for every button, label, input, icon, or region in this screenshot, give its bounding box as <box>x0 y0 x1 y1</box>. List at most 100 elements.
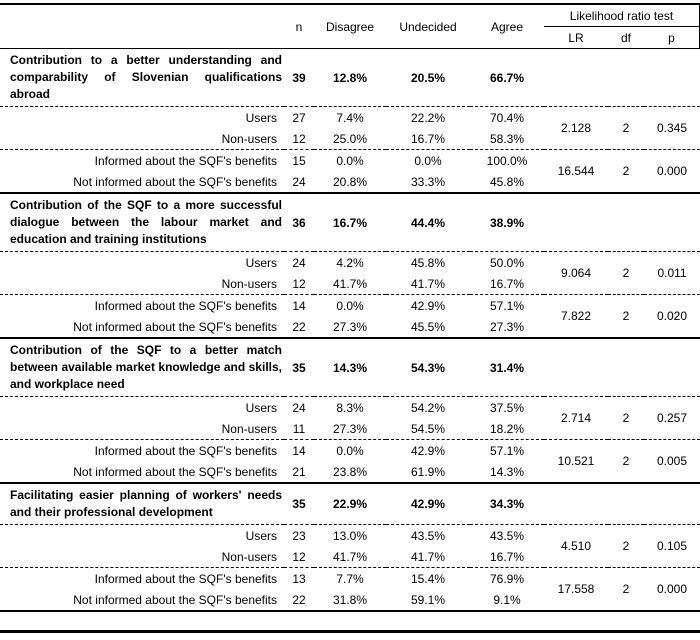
undecided-cell: 43.5% <box>410 528 446 543</box>
agree-cell: 45.8% <box>470 171 544 194</box>
disagree-cell: 0.0% <box>336 153 364 168</box>
empty-cell <box>608 338 644 397</box>
table-row: Not informed about the SQF's benefits 22… <box>0 589 700 612</box>
subgroup-label: Informed about the SQF's benefits <box>94 443 277 458</box>
disagree-cell: 8.3% <box>336 400 364 415</box>
n-cell: 12 <box>284 273 314 295</box>
empty-cell <box>644 193 700 252</box>
table-row: Users 24 8.3% 54.2% 37.5% 2.714 2 0.257 <box>0 396 700 440</box>
disagree-cell: 22.9% <box>314 483 386 525</box>
agree-cell: 16.7% <box>470 546 544 568</box>
lr-value-cell: 2.128 <box>544 106 608 150</box>
df-value-cell: 2 <box>608 149 644 194</box>
disagree-cell: 14.3% <box>314 338 386 397</box>
subgroup-label: Non-users <box>0 273 284 295</box>
undecided-cell: 54.2% <box>410 400 446 415</box>
n-cell: 14 <box>292 443 306 458</box>
table-row: Facilitating easier planning of workers'… <box>0 483 700 525</box>
disagree-cell: 13.0% <box>332 528 368 543</box>
table-row: Non-users 11 27.3% 54.5% 18.2% <box>0 418 700 440</box>
n-cell: 24 <box>292 400 306 415</box>
p-value-cell: 0.000 <box>644 149 700 194</box>
table-header-row: n Disagree Undecided Agree Likelihood ra… <box>0 4 700 49</box>
n-cell: 27 <box>292 110 306 125</box>
agree-cell: 50.0% <box>489 255 525 270</box>
undecided-cell: 41.7% <box>386 546 470 568</box>
agree-cell: 18.2% <box>470 418 544 440</box>
header-label-cell <box>0 4 284 49</box>
n-cell: 39 <box>284 48 314 107</box>
lr-value-cell: 17.558 <box>544 567 608 612</box>
subgroup-label: Not informed about the SQF's benefits <box>0 171 284 194</box>
subgroup-label: Not informed about the SQF's benefits <box>0 316 284 339</box>
agree-cell: 57.1% <box>489 298 525 313</box>
n-cell: 22 <box>284 589 314 612</box>
disagree-cell: 25.0% <box>314 128 386 150</box>
subgroup-label: Non-users <box>0 128 284 150</box>
undecided-cell: 42.9% <box>386 483 470 525</box>
subgroup-label: Users <box>245 110 277 125</box>
agree-cell: 14.3% <box>470 461 544 484</box>
disagree-cell: 0.0% <box>336 298 364 313</box>
agree-cell: 66.7% <box>470 48 544 107</box>
df-value-cell: 2 <box>608 251 644 295</box>
lr-value-cell: 16.544 <box>544 149 608 194</box>
table-row: Informed about the SQF's benefits 15 0.0… <box>0 149 700 194</box>
n-cell: 15 <box>292 153 306 168</box>
agree-cell: 43.5% <box>489 528 525 543</box>
p-value-cell: 0.257 <box>644 396 700 440</box>
page-bottom-rule <box>0 630 700 633</box>
undecided-cell: 45.8% <box>410 255 446 270</box>
n-cell: 36 <box>284 193 314 252</box>
p-value-cell: 0.345 <box>644 106 700 150</box>
p-value-cell: 0.011 <box>644 251 700 295</box>
agree-cell: 100.0% <box>486 153 528 168</box>
undecided-cell: 22.2% <box>410 110 446 125</box>
n-cell: 14 <box>292 298 306 313</box>
n-cell: 35 <box>284 338 314 397</box>
disagree-cell: 31.8% <box>314 589 386 612</box>
table-row: Non-users 12 25.0% 16.7% 58.3% <box>0 128 700 150</box>
lr-value-cell: 2.714 <box>544 396 608 440</box>
undecided-cell: 41.7% <box>386 273 470 295</box>
agree-cell: 38.9% <box>470 193 544 252</box>
table-row: Contribution to a better understanding a… <box>0 48 700 107</box>
header-n: n <box>284 4 314 49</box>
undecided-cell: 15.4% <box>410 571 446 586</box>
agree-cell: 9.1% <box>470 589 544 612</box>
subgroup-label: Informed about the SQF's benefits <box>94 571 277 586</box>
table-row: Informed about the SQF's benefits 14 0.0… <box>0 439 700 484</box>
statement-cell: Contribution of the SQF to a more succes… <box>0 193 284 252</box>
df-value-cell: 2 <box>608 396 644 440</box>
header-agree: Agree <box>470 4 544 49</box>
disagree-cell: 27.3% <box>314 418 386 440</box>
table-row: Informed about the SQF's benefits 13 7.7… <box>0 567 700 612</box>
df-value-cell: 2 <box>608 567 644 612</box>
agree-cell: 76.9% <box>489 571 525 586</box>
df-value-cell: 2 <box>608 294 644 339</box>
disagree-cell: 7.4% <box>336 110 364 125</box>
subgroup-label: Users <box>245 400 277 415</box>
lr-value-cell: 9.064 <box>544 251 608 295</box>
undecided-cell: 33.3% <box>386 171 470 194</box>
lr-value-cell: 10.521 <box>544 439 608 484</box>
subgroup-label: Users <box>245 528 277 543</box>
agree-cell: 57.1% <box>489 443 525 458</box>
undecided-cell: 42.9% <box>410 298 446 313</box>
n-cell: 12 <box>284 546 314 568</box>
subgroup-label: Informed about the SQF's benefits <box>94 298 277 313</box>
table-row: Users 24 4.2% 45.8% 50.0% 9.064 2 0.011 <box>0 251 700 295</box>
lr-value-cell: 4.510 <box>544 524 608 568</box>
n-cell: 22 <box>284 316 314 339</box>
table-row: Users 23 13.0% 43.5% 43.5% 4.510 2 0.105 <box>0 524 700 568</box>
subgroup-label: Non-users <box>0 418 284 440</box>
subgroup-label: Users <box>245 255 277 270</box>
disagree-cell: 23.8% <box>314 461 386 484</box>
statement-cell: Contribution to a better understanding a… <box>0 48 284 107</box>
empty-cell <box>608 483 644 525</box>
table-row: Contribution of the SQF to a more succes… <box>0 193 700 252</box>
disagree-cell: 41.7% <box>314 546 386 568</box>
df-value-cell: 2 <box>608 524 644 568</box>
n-cell: 23 <box>292 528 306 543</box>
